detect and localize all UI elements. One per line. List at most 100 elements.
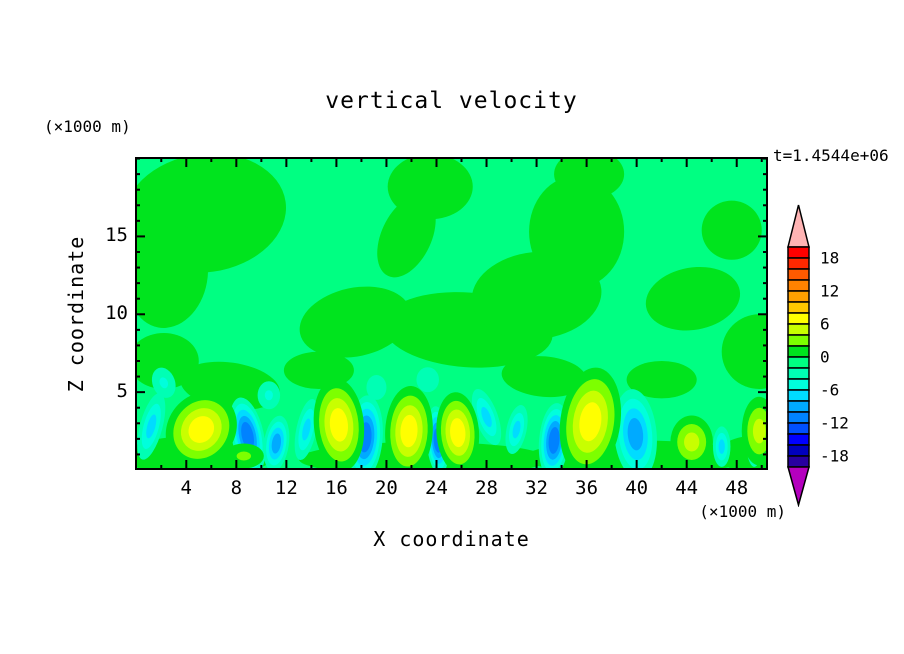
green-patch — [626, 360, 697, 399]
x-tick-label: 36 — [575, 477, 599, 499]
updraft-feature — [670, 415, 713, 469]
x-tick-label: 8 — [230, 477, 243, 499]
updraft-feature — [223, 443, 264, 469]
x-axis-title: X coordinate — [373, 527, 530, 551]
downdraft-ring — [627, 417, 644, 451]
colorbar-band — [787, 356, 810, 369]
chart-title: vertical velocity — [325, 88, 578, 114]
downdraft-feature — [613, 389, 657, 480]
colorbar: 18 12 6 0 -6 -12 -18 — [787, 203, 882, 508]
colorbar-band — [787, 345, 810, 358]
updraft-ring — [236, 451, 252, 461]
x-axis-unit-label: (×1000 m) — [699, 502, 786, 521]
colorbar-band — [787, 246, 810, 259]
updraft-ring — [450, 418, 466, 448]
x-tick-label: 40 — [625, 477, 649, 499]
downdraft-ring — [366, 375, 387, 400]
green-patch — [701, 200, 762, 260]
downdraft-feature — [471, 388, 502, 446]
contour-field-svg — [123, 149, 797, 480]
downdraft-feature — [257, 381, 281, 410]
downdraft-ring — [271, 433, 282, 454]
x-tick-label: 48 — [725, 477, 749, 499]
downdraft-ring — [548, 427, 560, 454]
green-patch — [501, 356, 587, 398]
colorbar-band — [787, 257, 810, 270]
downdraft-ring — [302, 418, 311, 441]
green-patch — [645, 266, 741, 331]
x-tick-label: 28 — [475, 477, 498, 499]
colorbar-band — [787, 367, 810, 380]
colorbar-tick-label: 6 — [820, 315, 830, 334]
green-patch — [128, 332, 199, 390]
colorbar-tick-label: 12 — [820, 282, 839, 301]
downdraft-ring — [146, 414, 157, 439]
x-tick-label: 32 — [525, 477, 548, 499]
downdraft-feature — [712, 426, 731, 467]
colorbar-band — [787, 411, 810, 424]
updraft-feature — [559, 367, 622, 476]
downdraft-feature — [263, 415, 290, 472]
colorbar-band — [787, 312, 810, 325]
downdraft-ring — [481, 406, 492, 428]
downdraft-feature — [151, 367, 176, 398]
updraft-feature — [165, 392, 237, 467]
updraft-ring — [684, 432, 700, 452]
downdraft-feature — [294, 398, 319, 461]
colorbar-band — [787, 389, 810, 402]
downdraft-ring — [264, 390, 273, 401]
colorbar-tick-label: 18 — [820, 249, 839, 268]
downdraft-ring — [241, 421, 255, 450]
z-tick-label: 5 — [116, 380, 128, 403]
colorbar-over-arrow — [787, 204, 810, 248]
z-tick-label: 10 — [105, 302, 128, 325]
colorbar-band — [787, 422, 810, 435]
colorbar-band — [787, 444, 810, 457]
x-tick-label: 12 — [274, 477, 298, 499]
downdraft-ring — [512, 420, 521, 439]
colorbar-band — [787, 290, 810, 303]
x-tick-label: 20 — [374, 477, 398, 499]
x-tick-label: 44 — [675, 477, 699, 499]
z-tick-label: 15 — [105, 224, 128, 247]
updraft-ring — [579, 402, 602, 442]
contour-plot — [123, 149, 797, 480]
green-patch — [299, 286, 411, 358]
downdraft-ring — [718, 439, 725, 454]
colorbar-tick-label: -6 — [820, 381, 839, 400]
green-patch — [377, 195, 436, 278]
time-annotation: t=1.4544e+06 — [773, 146, 889, 165]
green-patch — [127, 222, 209, 328]
green-patch — [554, 149, 625, 200]
z-axis-unit-label: (×1000 m) — [44, 117, 131, 136]
colorbar-tick-label: -18 — [820, 447, 849, 466]
colorbar-band — [787, 268, 810, 281]
updraft-ring — [752, 418, 766, 444]
x-tick-label: 16 — [324, 477, 348, 499]
downdraft-feature — [416, 367, 439, 393]
downdraft-feature — [505, 405, 528, 454]
updraft-ring — [400, 414, 418, 448]
green-patch — [529, 175, 625, 288]
colorbar-band — [787, 400, 810, 413]
x-tick-label: 4 — [180, 477, 192, 499]
colorbar-band — [787, 334, 810, 347]
x-tick-label: 24 — [425, 477, 448, 499]
colorbar-under-arrow — [787, 466, 810, 508]
updraft-ring — [188, 416, 215, 443]
colorbar-band — [787, 455, 810, 468]
downdraft-feature — [366, 375, 387, 400]
colorbar-band — [787, 378, 810, 391]
updraft-feature — [385, 385, 433, 477]
updraft-feature — [436, 392, 480, 474]
colorbar-band — [787, 279, 810, 292]
downdraft-ring — [159, 377, 169, 389]
colorbar-band — [787, 433, 810, 446]
colorbar-tick-label: -12 — [820, 414, 849, 433]
updraft-ring — [329, 408, 349, 442]
colorbar-tick-label: 0 — [820, 348, 830, 367]
updraft-feature — [313, 378, 365, 472]
colorbar-band — [787, 323, 810, 336]
downdraft-ring — [416, 367, 439, 393]
